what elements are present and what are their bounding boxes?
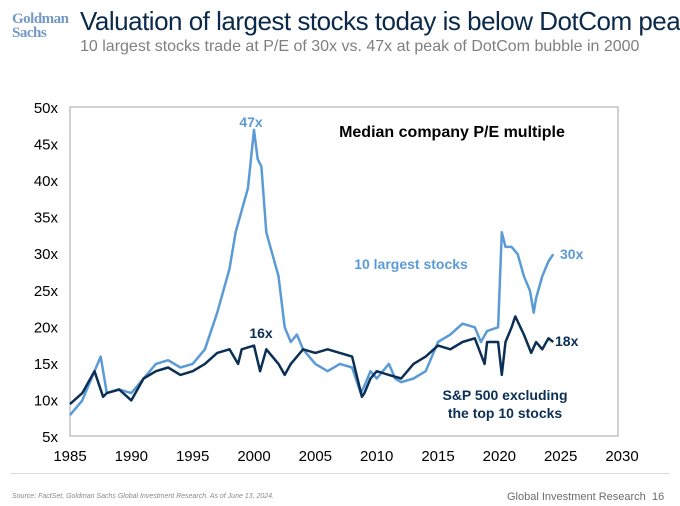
annotation-47x: 47x [239, 114, 263, 130]
series-line-10-largest [69, 128, 555, 416]
x-tick-label: 2010 [360, 448, 393, 465]
series-label-excluding-1: S&P 500 excluding [442, 387, 567, 403]
y-tick-label: 45x [34, 137, 59, 154]
annotation-18x: 18x [555, 333, 579, 349]
x-tick-label: 2005 [299, 448, 332, 465]
y-tick-label: 20x [34, 319, 59, 336]
y-tick-label: 30x [34, 246, 59, 263]
page-subtitle: 10 largest stocks trade at P/E of 30x vs… [80, 38, 640, 55]
footer-brand: Global Investment Research [507, 491, 646, 503]
x-tick-label: 1990 [115, 448, 148, 465]
x-tick-label: 2000 [237, 448, 270, 465]
logo-line-2: Sachs [12, 25, 47, 41]
x-tick-label: 2015 [421, 448, 454, 465]
y-tick-label: 10x [34, 392, 59, 409]
logo-line-1: Goldman [12, 11, 69, 27]
source-note: Source: FactSet, Goldman Sachs Global In… [12, 493, 274, 500]
series-line-sp500-excluding-top10 [69, 315, 555, 406]
goldman-sachs-logo: Goldman Sachs [12, 11, 69, 41]
annotation-16x: 16x [249, 325, 273, 341]
y-tick-label: 15x [34, 356, 59, 373]
x-tick-label: 2030 [605, 448, 638, 465]
series-label-excluding-2: the top 10 stocks [448, 405, 563, 421]
page-title: Valuation of largest stocks today is bel… [80, 6, 680, 36]
x-tick-label: 2025 [544, 448, 577, 465]
x-tick-label: 1995 [176, 448, 209, 465]
x-tick-label: 2020 [483, 448, 516, 465]
y-tick-label: 5x [42, 429, 58, 446]
pe-chart: 5x 10x 15x 20x 25x 30x 35x 40x 45x 50x 1985 1990 19… [34, 100, 639, 465]
chart-title: Median company P/E multiple [339, 124, 565, 141]
y-tick-label: 35x [34, 210, 59, 227]
page-number: 16 [652, 491, 665, 503]
plot-frame [69, 106, 619, 437]
series-label-largest: 10 largest stocks [354, 256, 468, 272]
annotation-30x: 30x [560, 246, 584, 262]
y-tick-label: 40x [34, 173, 59, 190]
footer-divider [10, 473, 670, 474]
x-tick-label: 1985 [53, 448, 86, 465]
y-tick-label: 50x [34, 100, 59, 117]
y-tick-label: 25x [34, 283, 59, 300]
